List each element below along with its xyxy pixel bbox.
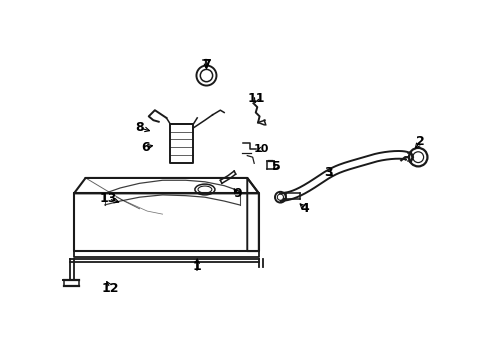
Text: 7: 7 bbox=[202, 58, 211, 71]
Text: 11: 11 bbox=[248, 92, 265, 105]
Text: 3: 3 bbox=[324, 166, 332, 179]
Text: 13: 13 bbox=[100, 192, 118, 205]
Text: 9: 9 bbox=[233, 187, 242, 200]
Text: 2: 2 bbox=[416, 135, 425, 148]
Text: 12: 12 bbox=[101, 282, 119, 294]
Text: 6: 6 bbox=[141, 141, 150, 154]
Text: 4: 4 bbox=[301, 202, 309, 215]
Text: 10: 10 bbox=[253, 144, 269, 154]
Text: 5: 5 bbox=[272, 160, 281, 173]
Text: 1: 1 bbox=[193, 260, 201, 273]
Text: 8: 8 bbox=[135, 121, 144, 134]
